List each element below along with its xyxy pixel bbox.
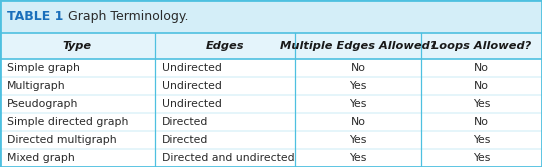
Text: Directed: Directed	[162, 135, 208, 145]
Text: Yes: Yes	[473, 99, 490, 109]
Text: TABLE 1: TABLE 1	[7, 10, 63, 23]
Text: No: No	[474, 117, 489, 127]
Text: Directed multigraph: Directed multigraph	[7, 135, 116, 145]
Text: Undirected: Undirected	[162, 63, 221, 73]
Text: No: No	[351, 63, 365, 73]
Text: Multiple Edges Allowed?: Multiple Edges Allowed?	[280, 41, 436, 51]
Text: No: No	[351, 117, 365, 127]
Text: Undirected: Undirected	[162, 99, 221, 109]
Text: Directed: Directed	[162, 117, 208, 127]
Text: Simple directed graph: Simple directed graph	[7, 117, 128, 127]
Text: Yes: Yes	[349, 153, 367, 163]
Text: Multigraph: Multigraph	[7, 81, 65, 91]
Bar	[0, 0, 542, 33]
Text: No: No	[474, 81, 489, 91]
Text: Yes: Yes	[349, 81, 367, 91]
Text: Mixed graph: Mixed graph	[7, 153, 74, 163]
Text: No: No	[474, 63, 489, 73]
Text: Directed and undirected: Directed and undirected	[162, 153, 294, 163]
Text: Graph Terminology.: Graph Terminology.	[60, 10, 188, 23]
Text: Simple graph: Simple graph	[7, 63, 79, 73]
Text: Yes: Yes	[349, 99, 367, 109]
Text: Undirected: Undirected	[162, 81, 221, 91]
Text: Loops Allowed?: Loops Allowed?	[431, 41, 531, 51]
Text: Type: Type	[63, 41, 92, 51]
Text: Pseudograph: Pseudograph	[7, 99, 78, 109]
Bar	[0, 33, 542, 59]
Text: Yes: Yes	[473, 153, 490, 163]
Text: Yes: Yes	[349, 135, 367, 145]
Text: Edges: Edges	[206, 41, 244, 51]
Text: Yes: Yes	[473, 135, 490, 145]
